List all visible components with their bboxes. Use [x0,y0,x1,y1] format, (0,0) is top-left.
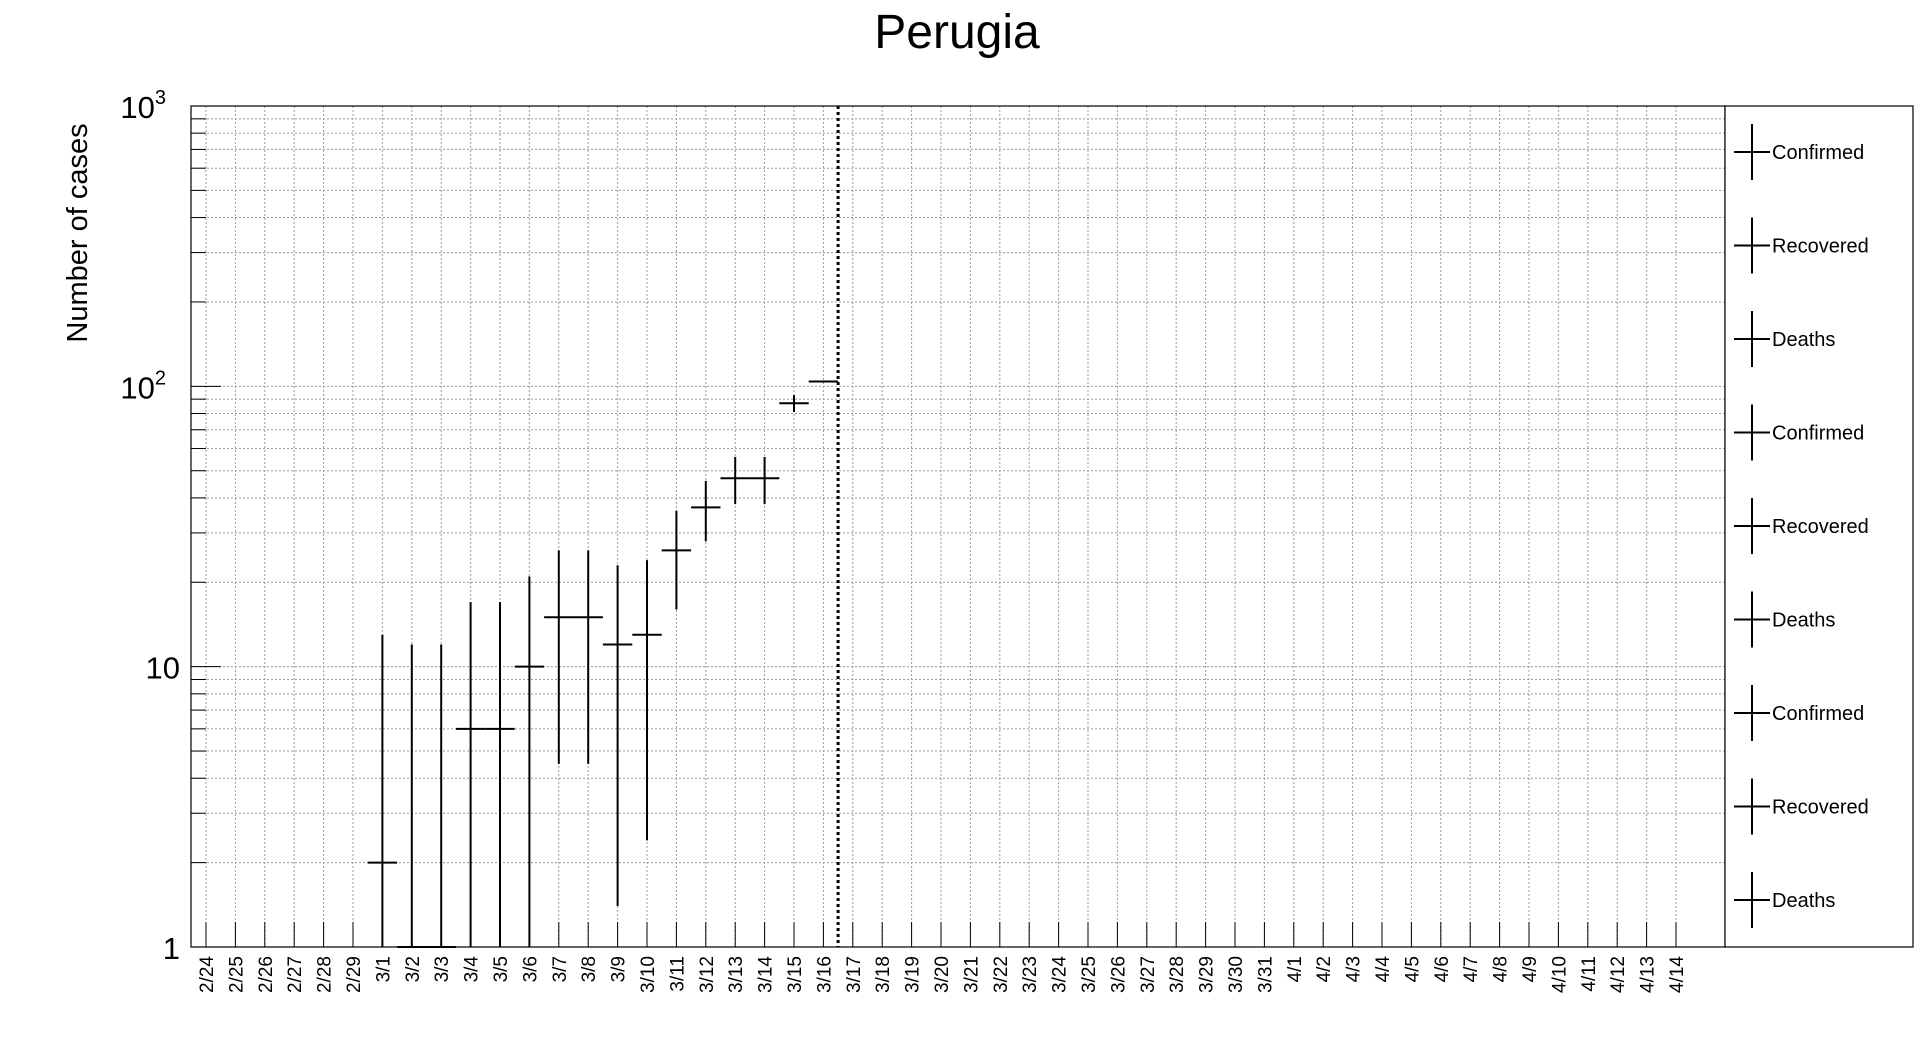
x-tick-label: 3/29 [1197,956,1218,993]
legend-entry: Confirmed [1734,404,1864,461]
x-tick-label: 3/31 [1255,956,1276,993]
data-point [485,602,515,947]
legend-label: Recovered [1772,797,1869,819]
x-tick-label: 2/24 [197,956,218,993]
data-point [514,576,545,947]
y-axis: 1 10 102 103 [120,87,221,966]
x-tick-label: 3/13 [726,956,747,993]
x-tick-label: 3/4 [462,956,483,983]
legend-label: Recovered [1772,236,1869,258]
x-tick-label: 3/30 [1226,956,1247,993]
x-tick-label: 2/29 [344,956,365,993]
x-tick-label: 2/25 [226,956,247,993]
x-tick-label: 3/16 [814,956,835,993]
y-tick-label: 10 [146,651,180,686]
x-tick-label: 4/6 [1432,956,1453,982]
x-tick-label: 3/23 [1020,956,1041,993]
x-tick-label: 3/2 [403,956,424,982]
legend-label: Deaths [1772,610,1835,632]
x-tick-label: 3/27 [1138,956,1159,993]
data-point [426,644,456,948]
x-tick-label: 4/14 [1667,956,1688,993]
data-point [573,550,603,764]
legend: Confirmed Recovered Deaths Confirmed Recover… [1724,105,1914,948]
data-point [632,560,662,841]
x-tick-label: 3/24 [1050,956,1071,993]
legend-label: Confirmed [1772,142,1864,164]
x-tick-label: 2/27 [285,956,306,993]
x-tick-label: 3/11 [667,956,688,992]
legend-entry: Recovered [1734,778,1869,835]
x-tick-label: 4/11 [1579,956,1600,992]
data-point [544,550,574,764]
x-tick-label: 3/22 [991,956,1012,993]
data-point [691,480,721,542]
x-tick-label: 4/1 [1285,956,1306,982]
y-tick-label: 103 [120,87,166,125]
y-tick-label: 1 [163,931,180,966]
legend-label: Confirmed [1772,423,1864,445]
x-tick-label: 3/7 [550,956,571,982]
x-tick-label: 3/14 [756,956,777,993]
legend-entry: Recovered [1734,217,1869,274]
legend-label: Confirmed [1772,703,1864,725]
x-tick-label: 2/28 [315,956,336,993]
x-tick-label: 3/18 [873,956,894,993]
x-tick-label: 4/13 [1638,956,1659,993]
x-tick-label: 3/9 [609,956,630,982]
legend-entry: Deaths [1734,591,1835,648]
plot-frame [190,105,1726,948]
x-tick-label: 3/1 [373,956,394,982]
x-tick-label: 3/12 [697,956,718,993]
legend-label: Recovered [1772,516,1869,538]
data-point [602,565,633,907]
x-axis: 2/24 2/25 2/26 2/27 2/28 2/29 3/1 3/2 3/3 3/4 3/5 3… [197,922,1688,993]
x-tick-label: 3/8 [579,956,600,982]
legend-label: Deaths [1772,890,1835,912]
x-tick-label: 4/8 [1491,956,1512,982]
legend-entry: Recovered [1734,498,1869,554]
x-tick-label: 2/26 [256,956,277,993]
legend-entry: Confirmed [1734,124,1864,180]
data-point [455,602,486,947]
x-tick-label: 4/7 [1461,956,1482,982]
data-point [779,395,809,412]
x-tick-label: 4/12 [1608,956,1629,993]
x-tick-label: 4/2 [1314,956,1335,982]
data-point [661,510,692,610]
x-tick-label: 4/10 [1549,956,1570,993]
legend-entry: Confirmed [1734,685,1864,741]
x-tick-label: 3/15 [785,956,806,993]
x-tick-label: 4/4 [1373,956,1394,983]
y-axis-label: Number of cases [62,123,94,342]
x-tick-label: 3/10 [638,956,659,993]
data-point [397,644,427,948]
x-tick-label: 3/25 [1079,956,1100,993]
x-tick-label: 3/19 [903,956,924,993]
y-tick-label: 102 [120,367,166,405]
legend-entry: Deaths [1734,311,1835,367]
chart-title: Perugia [874,6,1040,59]
data-point [367,634,398,947]
data-point [720,456,750,505]
x-tick-label: 3/20 [932,956,953,993]
x-tick-label: 3/26 [1108,956,1129,993]
x-tick-label: 3/28 [1167,956,1188,993]
x-tick-label: 3/17 [844,956,865,993]
x-tick-label: 3/3 [432,956,453,982]
legend-label: Deaths [1772,329,1835,351]
x-tick-label: 4/3 [1344,956,1365,982]
x-tick-label: 4/9 [1520,956,1541,982]
data-series [367,106,840,948]
grid [191,106,1725,947]
x-tick-label: 3/21 [961,956,982,993]
x-tick-label: 4/5 [1402,956,1423,982]
legend-entry: Deaths [1734,872,1835,928]
data-point [749,456,780,505]
x-tick-label: 3/5 [491,956,512,982]
x-tick-label: 3/6 [520,956,541,982]
